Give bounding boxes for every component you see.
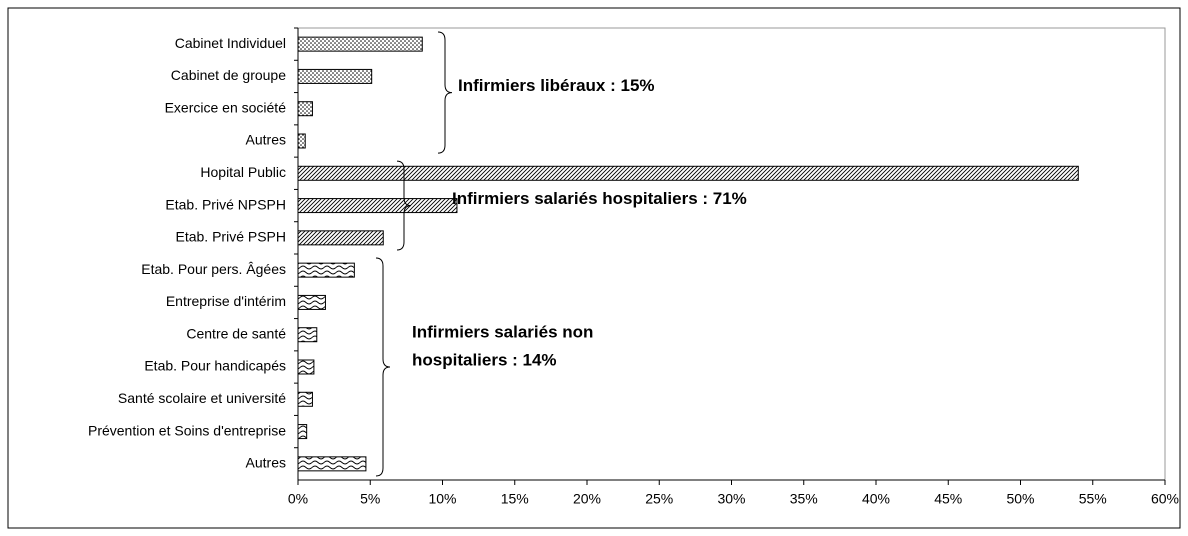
x-tick-label: 25% <box>645 491 673 507</box>
x-tick-label: 50% <box>1006 491 1034 507</box>
y-tick-label: Etab. Pour pers. Âgées <box>141 261 286 277</box>
bar <box>297 68 373 84</box>
x-tick-label: 5% <box>360 491 380 507</box>
group-annotation: Infirmiers salariés hospitaliers : 71% <box>452 189 747 208</box>
y-tick-label: Cabinet Individuel <box>175 35 286 51</box>
bar <box>297 456 367 472</box>
bar <box>297 230 384 246</box>
x-tick-label: 45% <box>934 491 962 507</box>
group-brace <box>375 257 391 477</box>
bar <box>297 424 308 440</box>
y-tick-label: Exercice en société <box>165 99 287 115</box>
group-annotation: hospitaliers : 14% <box>412 350 557 369</box>
y-tick-label: Cabinet de groupe <box>171 67 286 83</box>
bar <box>297 198 458 214</box>
x-tick-label: 15% <box>501 491 529 507</box>
bar <box>297 165 1079 181</box>
x-tick-label: 10% <box>428 491 456 507</box>
x-tick-label: 55% <box>1079 491 1107 507</box>
bar <box>297 133 306 149</box>
bar <box>297 36 423 52</box>
y-tick-label: Santé scolaire et université <box>118 390 286 406</box>
bar <box>297 294 326 310</box>
y-tick-label: Autres <box>246 455 286 471</box>
group-brace <box>396 160 412 251</box>
group-annotation: Infirmiers salariés non <box>412 322 593 341</box>
x-tick-label: 0% <box>288 491 308 507</box>
group-annotation: Infirmiers libéraux : 15% <box>458 76 655 95</box>
x-tick-label: 20% <box>573 491 601 507</box>
y-tick-label: Prévention et Soins d'entreprise <box>88 422 286 438</box>
bar <box>297 359 315 375</box>
y-tick-label: Autres <box>246 132 286 148</box>
bar <box>297 101 313 117</box>
x-tick-label: 35% <box>790 491 818 507</box>
x-tick-label: 40% <box>862 491 890 507</box>
x-tick-label: 60% <box>1151 491 1179 507</box>
y-tick-label: Etab. Privé PSPH <box>176 229 287 245</box>
x-tick-label: 30% <box>717 491 745 507</box>
y-tick-label: Entreprise d'intérim <box>166 293 286 309</box>
plot-area <box>297 27 1166 481</box>
y-tick-label: Hopital Public <box>200 164 286 180</box>
y-tick-label: Centre de santé <box>186 325 286 341</box>
bar <box>297 262 355 278</box>
bar <box>297 327 318 343</box>
y-tick-label: Etab. Privé NPSPH <box>165 196 286 212</box>
chart-border <box>7 7 1181 529</box>
group-brace <box>437 31 453 154</box>
bar <box>297 391 313 407</box>
y-tick-label: Etab. Pour handicapés <box>144 358 286 374</box>
